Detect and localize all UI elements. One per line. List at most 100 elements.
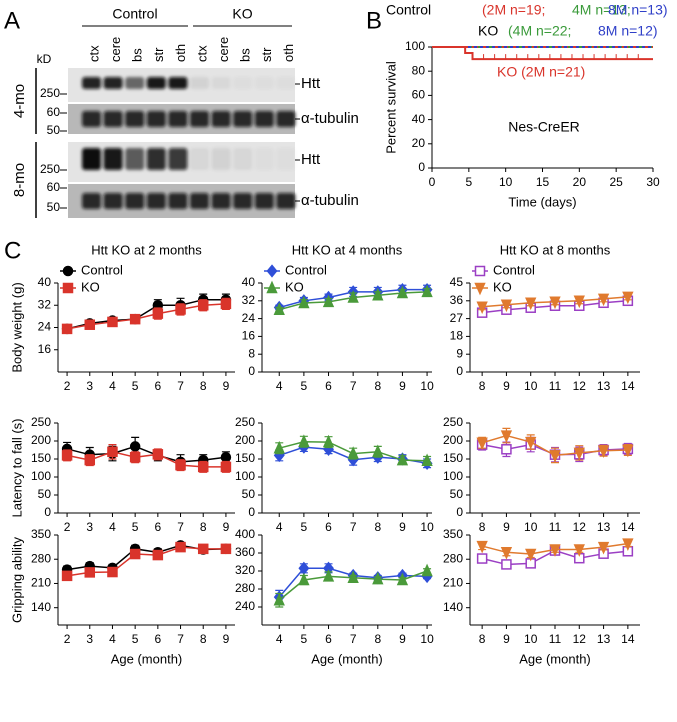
- band: [211, 111, 231, 127]
- annotation: (4M n=22;: [508, 23, 571, 39]
- data-point: [347, 446, 359, 459]
- lane-label: str: [259, 47, 274, 62]
- data-point: [476, 553, 488, 564]
- y-tick-label: 210: [31, 576, 51, 590]
- data-point: [61, 450, 73, 461]
- chart-title: Htt KO at 8 months: [500, 242, 611, 257]
- x-tick-label: 4: [109, 520, 116, 534]
- x-tick-label: 14: [621, 379, 635, 393]
- band: [255, 148, 274, 170]
- mw-label: 250: [40, 162, 60, 176]
- y-tick-label: 280: [31, 551, 51, 565]
- data-point: [500, 299, 513, 313]
- x-tick-label: 4: [276, 632, 283, 646]
- band: [146, 77, 166, 89]
- data-point: [273, 302, 285, 315]
- band: [82, 193, 101, 209]
- band: [211, 148, 231, 170]
- data-point: [322, 569, 335, 582]
- lane-label: oth: [173, 44, 188, 62]
- group-label: KO: [232, 6, 252, 22]
- x-tick-label: 5: [465, 175, 472, 189]
- data-point: [525, 297, 537, 311]
- x-tick-label: 3: [86, 520, 93, 534]
- data-point: [476, 540, 488, 554]
- x-tick-label: 9: [503, 632, 510, 646]
- mw-label: 50: [47, 200, 61, 214]
- y-tick-label: 250: [443, 415, 463, 429]
- x-tick-label: 10: [420, 632, 434, 646]
- band: [190, 148, 209, 170]
- y-tick-label: 150: [443, 451, 463, 465]
- y-tick-label: 200: [235, 433, 255, 447]
- band: [233, 193, 253, 209]
- y-tick-label: 140: [443, 600, 463, 614]
- x-tick-label: 30: [646, 175, 660, 189]
- data-point: [273, 440, 285, 454]
- data-point: [298, 572, 310, 586]
- x-tick-label: 8: [374, 379, 381, 393]
- data-point: [273, 592, 285, 606]
- y-axis-title: Percent survival: [383, 61, 398, 154]
- data-point: [347, 570, 359, 583]
- band: [82, 111, 101, 127]
- x-tick-label: 25: [609, 175, 623, 189]
- x-tick-label: 9: [223, 520, 230, 534]
- legend-label: Control: [285, 262, 327, 277]
- data-point: [129, 451, 141, 463]
- data-point: [298, 295, 310, 309]
- band: [255, 77, 274, 89]
- x-tick-label: 8: [200, 520, 207, 534]
- x-tick-label: 12: [573, 520, 587, 534]
- x-tick-label: 13: [597, 520, 611, 534]
- y-axis-title: Latency to fall (s): [9, 419, 24, 518]
- data-point: [372, 444, 384, 458]
- data-point: [220, 543, 232, 555]
- data-point: [61, 570, 73, 582]
- band: [146, 148, 166, 170]
- band-group: [82, 111, 296, 127]
- y-tick-label: 250: [31, 415, 51, 429]
- y-tick-label: 280: [235, 581, 255, 595]
- y-tick-label: 50: [38, 487, 52, 501]
- x-tick-label: 6: [325, 379, 332, 393]
- y-tick-label: 9: [456, 346, 463, 360]
- data-point: [129, 313, 141, 325]
- band: [233, 148, 253, 170]
- data-point: [573, 447, 585, 461]
- band: [276, 111, 296, 127]
- x-tick-label: 6: [155, 520, 162, 534]
- x-tick-label: 12: [573, 632, 587, 646]
- data-point: [61, 323, 73, 335]
- y-tick-label: 210: [443, 576, 463, 590]
- chart-title: Htt KO at 2 months: [91, 242, 202, 257]
- band: [276, 77, 295, 89]
- data-point: [298, 434, 310, 447]
- lane-label: cere: [108, 37, 123, 62]
- band: [276, 193, 296, 209]
- x-tick-label: 8: [374, 632, 381, 646]
- legend-label: KO: [285, 279, 304, 294]
- y-tick-label: 150: [31, 451, 51, 465]
- data-point: [372, 287, 384, 301]
- x-tick-label: 13: [597, 632, 611, 646]
- band: [103, 77, 123, 89]
- data-point: [197, 461, 209, 473]
- x-tick-label: 14: [621, 632, 635, 646]
- band: [125, 193, 145, 209]
- chart-title: Htt KO at 4 months: [292, 242, 403, 257]
- data-point: [107, 316, 118, 328]
- x-axis-title: Age (month): [311, 651, 383, 666]
- band: [125, 111, 145, 127]
- data-point: [175, 541, 186, 553]
- band: [82, 77, 101, 89]
- x-tick-label: 5: [301, 379, 308, 393]
- band: [146, 193, 166, 209]
- y-tick-label: 50: [450, 487, 464, 501]
- y-tick-label: 8: [248, 346, 255, 360]
- data-point: [501, 559, 512, 570]
- y-tick-label: 32: [242, 293, 256, 307]
- x-tick-label: 6: [325, 520, 332, 534]
- data-point: [152, 549, 164, 561]
- band-label: α-tubulin: [301, 192, 359, 209]
